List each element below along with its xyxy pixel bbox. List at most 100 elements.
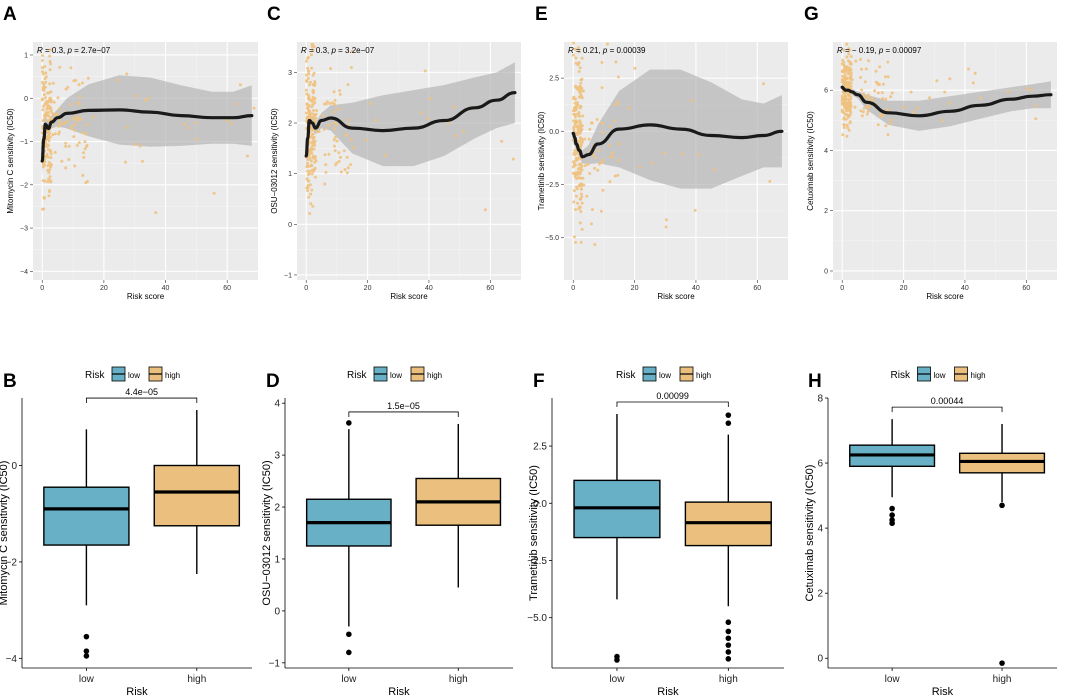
data-point xyxy=(83,140,87,144)
data-point xyxy=(42,93,46,97)
data-point xyxy=(889,95,893,99)
data-point xyxy=(116,78,120,82)
data-point xyxy=(53,132,57,136)
data-point xyxy=(846,80,850,84)
data-point xyxy=(663,151,667,155)
outlier-point xyxy=(346,420,352,426)
significance-bracket xyxy=(616,401,729,408)
legend-label-high: high xyxy=(165,371,180,380)
data-point xyxy=(344,133,348,137)
data-point xyxy=(859,109,863,113)
significance-bracket xyxy=(348,411,459,417)
data-point xyxy=(309,192,313,196)
data-point xyxy=(847,47,851,51)
data-point xyxy=(45,152,49,156)
data-point xyxy=(860,67,863,71)
data-point xyxy=(578,197,582,201)
data-point xyxy=(81,173,85,177)
panel-b: B Risk low high −4 −2 0 low high Risk Mitomycin C … xyxy=(0,366,252,698)
significance-bracket xyxy=(86,397,198,404)
data-point xyxy=(500,139,504,143)
data-point xyxy=(575,131,579,135)
data-point xyxy=(1025,87,1029,91)
panel-letter: G xyxy=(804,4,819,25)
data-point xyxy=(979,96,982,100)
data-point xyxy=(876,123,880,127)
data-point xyxy=(346,118,350,122)
data-point xyxy=(337,151,341,155)
data-point xyxy=(333,149,337,153)
x-tick-label: 0 xyxy=(571,285,575,292)
y-tick-label: −2 xyxy=(20,182,28,189)
smooth-line xyxy=(40,108,254,163)
x-tick-label: low xyxy=(885,674,901,685)
data-point xyxy=(75,144,79,147)
legend-label-low: low xyxy=(390,371,402,380)
data-point xyxy=(125,125,129,129)
data-point xyxy=(886,75,890,79)
data-point xyxy=(967,67,970,71)
data-point xyxy=(41,165,45,169)
data-point xyxy=(330,101,334,105)
data-point xyxy=(943,90,947,94)
data-point xyxy=(42,207,46,211)
data-point xyxy=(332,110,336,114)
data-point xyxy=(46,103,50,107)
data-point xyxy=(45,107,49,111)
data-point xyxy=(40,66,44,70)
x-tick-label: high xyxy=(719,674,738,685)
confidence-band xyxy=(842,81,1051,131)
y-tick-label: −1 xyxy=(284,272,292,279)
legend-label-high: high xyxy=(971,371,986,380)
x-tick-label: high xyxy=(993,674,1012,685)
data-point xyxy=(58,123,62,127)
data-point xyxy=(313,155,317,159)
p-value-label: 1.5e−05 xyxy=(387,401,420,411)
data-point xyxy=(333,144,336,148)
data-point xyxy=(598,162,601,166)
data-point xyxy=(339,155,342,159)
data-point xyxy=(578,221,582,225)
y-tick-label: −2 xyxy=(6,557,18,568)
data-point xyxy=(866,104,870,108)
data-point xyxy=(583,164,587,168)
data-point xyxy=(44,71,48,75)
data-point xyxy=(576,170,580,174)
x-axis-label: Risk xyxy=(388,686,410,698)
data-point xyxy=(342,149,346,153)
data-point xyxy=(309,164,312,168)
data-point xyxy=(71,116,75,120)
data-point xyxy=(575,87,579,91)
data-point xyxy=(571,160,575,164)
data-point xyxy=(384,153,387,157)
data-point xyxy=(928,96,931,100)
x-tick-label: low xyxy=(79,674,95,685)
y-axis-label: Trametinib sensitivity (IC50) xyxy=(528,465,540,601)
data-point xyxy=(462,129,465,133)
data-point xyxy=(579,78,583,82)
data-point xyxy=(312,109,315,112)
data-point xyxy=(306,189,309,192)
data-point xyxy=(74,78,78,82)
data-point xyxy=(309,80,312,84)
data-point xyxy=(854,59,858,63)
data-point xyxy=(588,172,592,175)
data-point xyxy=(324,170,328,174)
data-point xyxy=(840,102,844,106)
y-tick-label: 3 xyxy=(274,451,280,462)
data-point xyxy=(616,100,620,104)
box-high xyxy=(153,410,241,574)
data-point xyxy=(849,81,853,85)
data-point xyxy=(305,73,308,77)
data-point xyxy=(578,123,582,127)
data-point xyxy=(77,141,81,145)
data-point xyxy=(67,144,71,148)
data-point xyxy=(308,183,312,187)
data-point xyxy=(573,109,577,112)
data-point xyxy=(343,168,347,172)
data-point xyxy=(369,102,373,105)
outlier-point xyxy=(725,642,732,648)
data-point xyxy=(306,164,310,168)
data-point xyxy=(878,114,882,117)
data-point xyxy=(125,72,129,76)
